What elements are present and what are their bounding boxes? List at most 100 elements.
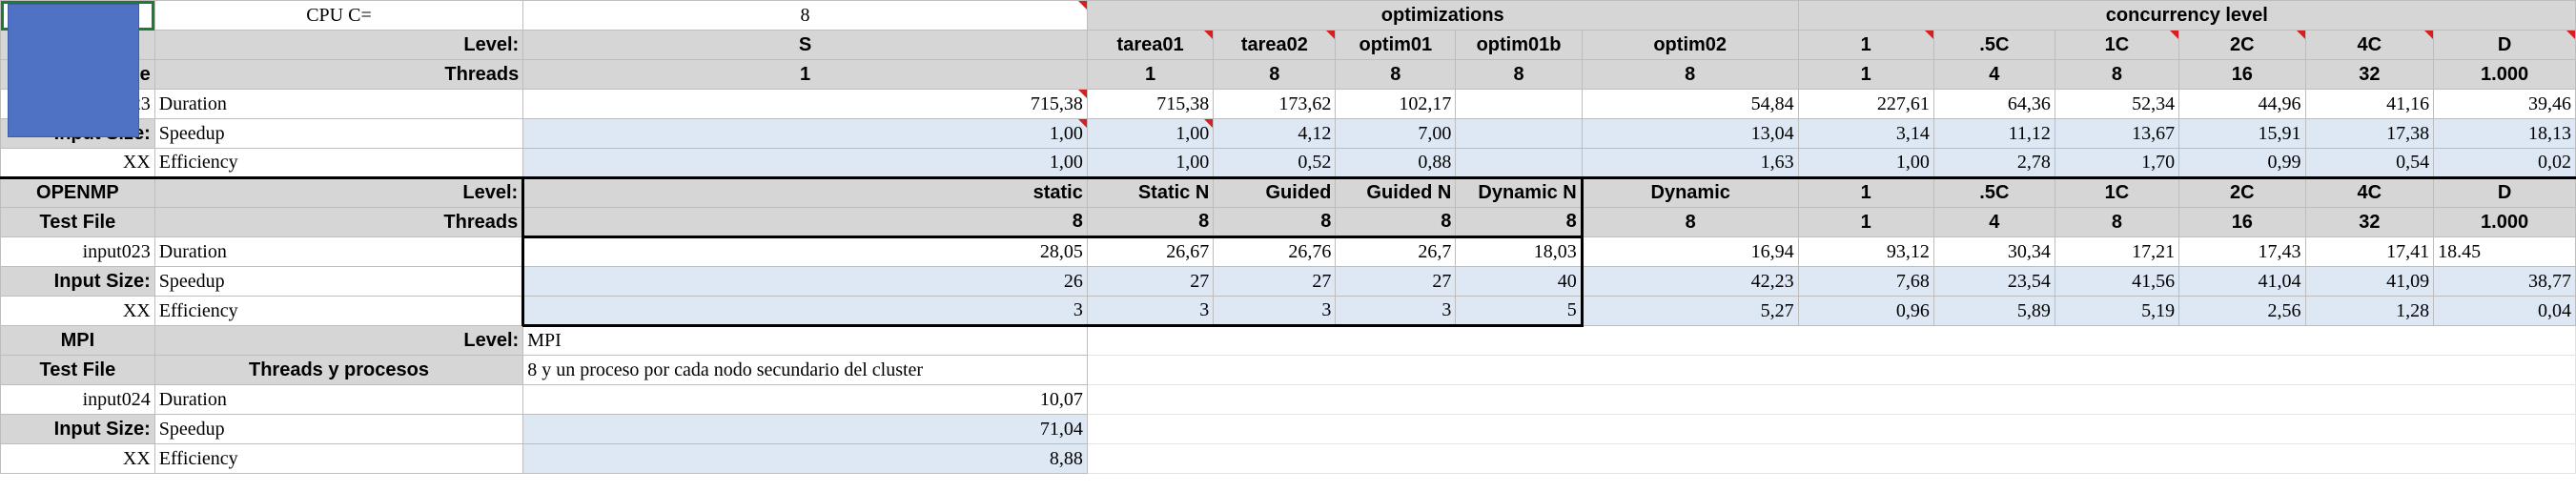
efficiency-cell[interactable]: 1,00 <box>1797 148 1934 178</box>
duration-cell[interactable]: 173,62 <box>1213 89 1337 119</box>
efficiency-cell[interactable]: 3 <box>1335 296 1457 327</box>
duration-cell[interactable]: 715,38 <box>522 89 1088 119</box>
speedup-cell[interactable]: 15,91 <box>2178 118 2306 149</box>
duration-label[interactable]: Duration <box>153 384 524 415</box>
speedup-cell[interactable]: 3,14 <box>1797 118 1934 149</box>
duration-cell[interactable]: 52,34 <box>2054 89 2180 119</box>
level-cell[interactable]: Dynamic <box>1581 176 1799 208</box>
threads-label[interactable]: Threads <box>153 59 524 90</box>
input-size-value[interactable]: XX <box>0 148 155 178</box>
level-cell[interactable]: Static N <box>1086 176 1215 208</box>
threads-cell[interactable]: 1 <box>1086 59 1215 90</box>
efficiency-cell[interactable]: 3 <box>521 296 1088 327</box>
duration-cell[interactable]: 28,05 <box>521 236 1088 267</box>
threads-cell[interactable]: 1.000 <box>2433 207 2576 237</box>
threads-cell[interactable]: 4 <box>1932 59 2055 90</box>
efficiency-cell[interactable]: 0,52 <box>1213 148 1337 178</box>
duration-cell[interactable]: 18,03 <box>1455 236 1584 267</box>
efficiency-cell[interactable]: 5,89 <box>1932 296 2055 326</box>
duration-cell[interactable]: 64,36 <box>1932 89 2055 119</box>
speedup-cell[interactable]: 27 <box>1335 266 1457 297</box>
speedup-cell[interactable]: 41,56 <box>2054 266 2180 297</box>
concurrency-level-header[interactable]: concurrency level <box>1797 0 2576 31</box>
efficiency-cell[interactable]: 8,88 <box>522 443 1088 474</box>
mpi-section-label[interactable]: MPI <box>0 325 155 356</box>
threads-cell[interactable]: 8 <box>1455 59 1583 90</box>
efficiency-cell[interactable]: 2,56 <box>2178 296 2306 326</box>
efficiency-cell[interactable] <box>1455 148 1583 178</box>
threads-cell[interactable]: 8 <box>2054 207 2180 237</box>
threads-label[interactable]: Threads y procesos <box>153 355 524 385</box>
level-cell[interactable]: static <box>521 176 1088 208</box>
speedup-cell[interactable]: 18,13 <box>2433 118 2576 149</box>
speedup-cell[interactable]: 17,38 <box>2304 118 2435 149</box>
efficiency-cell[interactable]: 3 <box>1213 296 1337 327</box>
openmp-section-label[interactable]: OPENMP <box>0 176 155 208</box>
speedup-cell[interactable]: 27 <box>1086 266 1215 297</box>
level-cell[interactable]: 4C <box>2304 30 2435 60</box>
duration-cell[interactable]: 39,46 <box>2433 89 2576 119</box>
efficiency-cell[interactable]: 1,28 <box>2304 296 2435 326</box>
efficiency-cell[interactable]: 2,78 <box>1932 148 2055 178</box>
empty-cells[interactable] <box>1086 325 2576 356</box>
level-cell[interactable]: .5C <box>1932 176 2055 208</box>
cpu-label[interactable]: CPU C= <box>153 0 524 31</box>
duration-label[interactable]: Duration <box>153 89 524 119</box>
duration-cell[interactable]: 10,07 <box>522 384 1088 415</box>
speedup-cell[interactable]: 23,54 <box>1932 266 2055 297</box>
input-size-label[interactable]: Input Size: <box>0 414 155 444</box>
speedup-cell[interactable]: 4,12 <box>1213 118 1337 149</box>
threads-cell[interactable]: 8 <box>1213 59 1337 90</box>
level-cell[interactable]: 1 <box>1797 30 1934 60</box>
efficiency-cell[interactable]: 5,27 <box>1581 296 1799 326</box>
input-size-value[interactable]: XX <box>0 296 155 326</box>
threads-label[interactable]: Threads <box>153 207 524 237</box>
speedup-cell[interactable]: 1,00 <box>1086 118 1215 149</box>
threads-cell[interactable]: 8 <box>2054 59 2180 90</box>
speedup-cell[interactable]: 42,23 <box>1581 266 1799 297</box>
duration-cell[interactable]: 26,67 <box>1086 236 1215 267</box>
speedup-cell[interactable]: 38,77 <box>2433 266 2576 297</box>
input-size-label[interactable]: Input Size: <box>0 266 155 297</box>
threads-cell[interactable]: 1 <box>522 59 1088 90</box>
empty-cells[interactable] <box>1086 384 2576 415</box>
empty-cells[interactable] <box>1086 443 2576 474</box>
level-label[interactable]: Level: <box>153 325 524 356</box>
efficiency-cell[interactable]: 0,54 <box>2304 148 2435 178</box>
duration-cell[interactable]: 16,94 <box>1581 236 1799 267</box>
level-cell[interactable]: optim01b <box>1455 30 1583 60</box>
blue-image-block[interactable] <box>8 4 139 137</box>
input-size-value[interactable]: XX <box>0 443 155 474</box>
level-cell[interactable]: tarea01 <box>1086 30 1215 60</box>
level-cell[interactable]: Dynamic N <box>1455 176 1584 208</box>
level-cell[interactable]: D <box>2433 30 2576 60</box>
empty-cells[interactable] <box>1086 414 2576 444</box>
threads-cell[interactable]: 8 <box>1581 59 1799 90</box>
duration-cell[interactable]: 44,96 <box>2178 89 2306 119</box>
efficiency-cell[interactable]: 1,00 <box>1086 148 1215 178</box>
duration-label[interactable]: Duration <box>153 236 524 267</box>
duration-cell[interactable]: 41,16 <box>2304 89 2435 119</box>
efficiency-cell[interactable]: 0,99 <box>2178 148 2306 178</box>
duration-cell[interactable]: 102,17 <box>1335 89 1457 119</box>
threads-cell[interactable]: 1.000 <box>2433 59 2576 90</box>
threads-cell[interactable]: 16 <box>2178 59 2306 90</box>
speedup-cell[interactable]: 71,04 <box>522 414 1088 444</box>
threads-cell[interactable]: 32 <box>2304 59 2435 90</box>
efficiency-cell[interactable]: 1,00 <box>522 148 1088 178</box>
duration-cell[interactable]: 715,38 <box>1086 89 1215 119</box>
level-label[interactable]: Level: <box>153 176 524 208</box>
test-file-label[interactable]: Test File <box>0 355 155 385</box>
speedup-label[interactable]: Speedup <box>153 266 524 297</box>
level-cell[interactable]: 1 <box>1797 176 1934 208</box>
efficiency-label[interactable]: Efficiency <box>153 296 524 326</box>
duration-cell[interactable]: 93,12 <box>1797 236 1934 267</box>
speedup-cell[interactable]: 41,09 <box>2304 266 2435 297</box>
speedup-cell[interactable]: 11,12 <box>1932 118 2055 149</box>
level-cell[interactable]: optim01 <box>1335 30 1457 60</box>
optimizations-header[interactable]: optimizations <box>1086 0 1799 31</box>
level-cell[interactable]: Guided N <box>1335 176 1457 208</box>
efficiency-label[interactable]: Efficiency <box>153 443 524 474</box>
threads-cell[interactable]: 1 <box>1797 207 1934 237</box>
threads-cell[interactable]: 8 <box>1335 59 1457 90</box>
